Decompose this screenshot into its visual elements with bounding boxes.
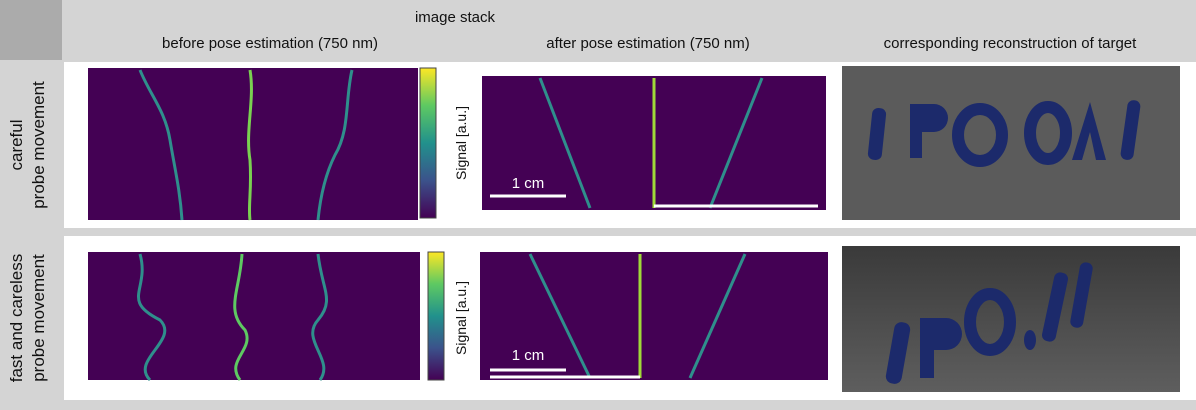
group-title: image stack <box>415 9 496 26</box>
column-title: before pose estimation (750 nm) <box>162 35 378 52</box>
axis-label: Signal [a.u.] <box>453 281 469 355</box>
scale-bar-label: 1 cm <box>512 347 545 364</box>
reconstruction-shapes <box>885 262 1093 384</box>
colorbar <box>419 67 437 219</box>
row-label: fast and careless <box>7 254 26 383</box>
corner-cell <box>0 0 62 60</box>
row-label: probe movement <box>29 81 48 209</box>
heatmap-traces <box>137 253 328 382</box>
reconstruction-shapes <box>867 100 1141 167</box>
column-title: after pose estimation (750 nm) <box>546 35 749 52</box>
colorbar <box>427 251 445 381</box>
scale-bar-label: 1 cm <box>512 175 545 192</box>
heatmap-traces <box>528 253 747 379</box>
row-label: probe movement <box>29 254 48 382</box>
row-label: careful <box>7 119 26 170</box>
heatmap-traces <box>138 69 354 221</box>
heatmap-traces <box>538 77 764 209</box>
axis-label: Signal [a.u.] <box>453 106 469 180</box>
heatmap <box>88 252 420 380</box>
column-title: corresponding reconstruction of target <box>884 35 1137 52</box>
heatmap <box>88 68 418 220</box>
